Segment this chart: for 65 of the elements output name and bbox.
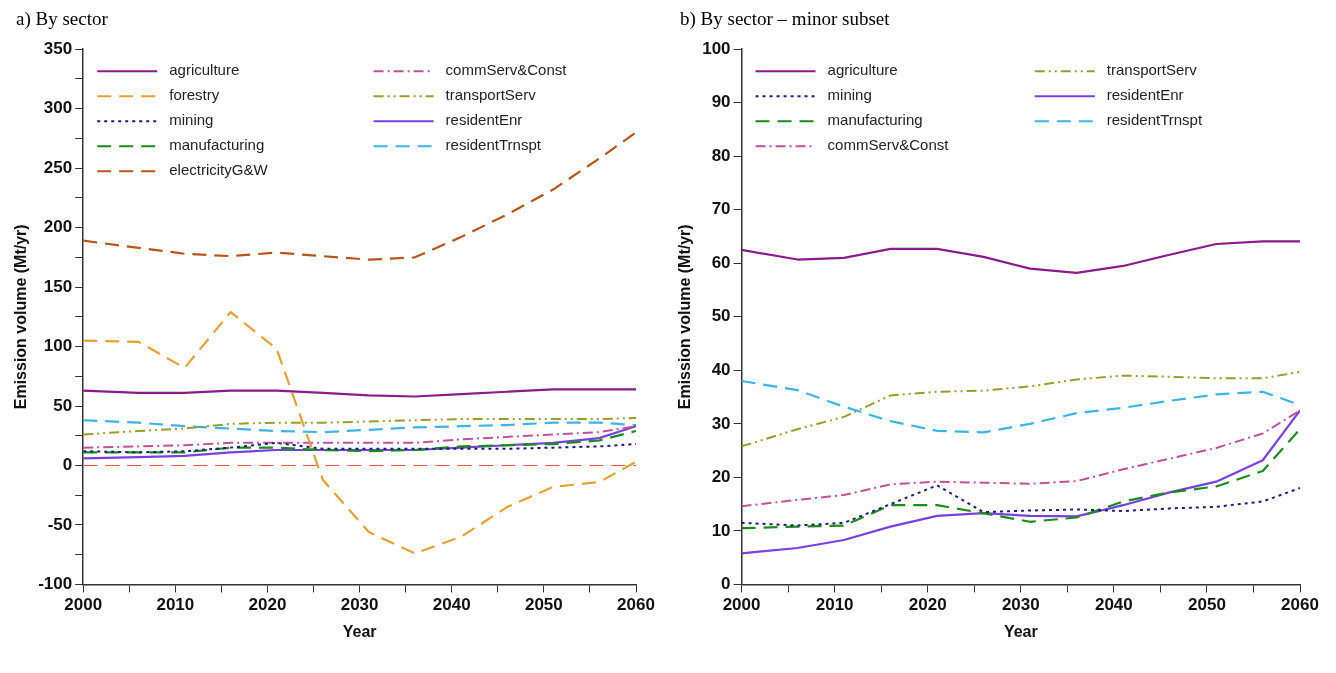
- y-tick-label: 50: [53, 395, 73, 415]
- x-tick-label: 2030: [340, 595, 379, 615]
- legend-label: mining: [169, 111, 214, 129]
- y-tick-label: 70: [711, 199, 731, 219]
- x-tick-label: 2010: [815, 595, 854, 615]
- y-tick-label: -50: [47, 514, 73, 534]
- legend-label: forestry: [169, 86, 220, 104]
- legend-label: residentTrnspt: [1106, 111, 1203, 129]
- y-tick-label: 250: [43, 157, 73, 177]
- x-tick-label: 2020: [248, 595, 287, 615]
- y-tick-label: 100: [43, 336, 73, 356]
- x-axis-title: Year: [342, 622, 377, 640]
- x-tick-label: 2050: [524, 595, 563, 615]
- legend-label: electricityG&W: [169, 161, 269, 179]
- x-tick-label: 2030: [1001, 595, 1040, 615]
- legend-label: mining: [827, 86, 872, 104]
- y-tick-label: 80: [711, 145, 731, 165]
- x-tick-label: 2040: [1094, 595, 1133, 615]
- x-tick-label: 2010: [156, 595, 195, 615]
- y-tick-label: 40: [711, 360, 731, 380]
- legend-label: commServ&Const: [827, 136, 950, 154]
- y-tick-label: -100: [38, 574, 73, 594]
- y-tick-label: 100: [702, 38, 731, 58]
- y-tick-label: 0: [721, 574, 731, 594]
- legend-label: manufacturing: [169, 136, 265, 154]
- legend-label: transportServ: [1106, 61, 1198, 79]
- legend-label: agriculture: [169, 61, 240, 79]
- legend-label: residentEnr: [445, 111, 523, 129]
- line-series: [741, 428, 1300, 530]
- y-axis-title: Emission volume (Mt/yr): [12, 224, 30, 410]
- line-series: [741, 409, 1300, 508]
- x-axis-title: Year: [1003, 622, 1038, 640]
- y-tick-label: 60: [711, 252, 731, 272]
- y-tick-label: 200: [43, 217, 73, 237]
- y-tick-label: 300: [43, 98, 73, 118]
- legend-label: residentEnr: [1106, 86, 1184, 104]
- chart-title: a) By sector: [16, 8, 109, 31]
- line-series: [83, 429, 636, 454]
- x-tick-label: 2020: [908, 595, 947, 615]
- legend-label: transportServ: [445, 86, 537, 104]
- x-tick-label: 2050: [1188, 595, 1226, 615]
- line-series: [741, 484, 1300, 527]
- x-tick-label: 2060: [1281, 595, 1319, 615]
- chart-title: b) By sector – minor subset: [680, 8, 891, 31]
- x-tick-label: 2040: [432, 595, 471, 615]
- y-tick-label: 20: [711, 467, 731, 487]
- y-tick-label: 50: [711, 306, 731, 326]
- y-tick-label: 0: [62, 455, 73, 475]
- y-tick-label: 350: [43, 38, 73, 58]
- line-series: [741, 370, 1300, 448]
- legend-label: manufacturing: [827, 111, 923, 129]
- line-series: [83, 131, 636, 261]
- y-tick-label: 30: [711, 413, 731, 433]
- x-tick-label: 2000: [64, 595, 103, 615]
- legend-label: agriculture: [827, 61, 898, 79]
- line-series: [83, 441, 636, 454]
- y-tick-label: 90: [711, 92, 731, 112]
- y-tick-label: 10: [711, 520, 731, 540]
- x-tick-label: 2060: [617, 595, 655, 615]
- x-tick-label: 2000: [722, 595, 761, 615]
- legend-label: commServ&Const: [445, 61, 568, 79]
- legend-label: residentTrnspt: [445, 136, 542, 154]
- y-tick-label: 150: [43, 276, 73, 296]
- line-series: [83, 310, 636, 555]
- y-axis-title: Emission volume (Mt/yr): [676, 224, 694, 410]
